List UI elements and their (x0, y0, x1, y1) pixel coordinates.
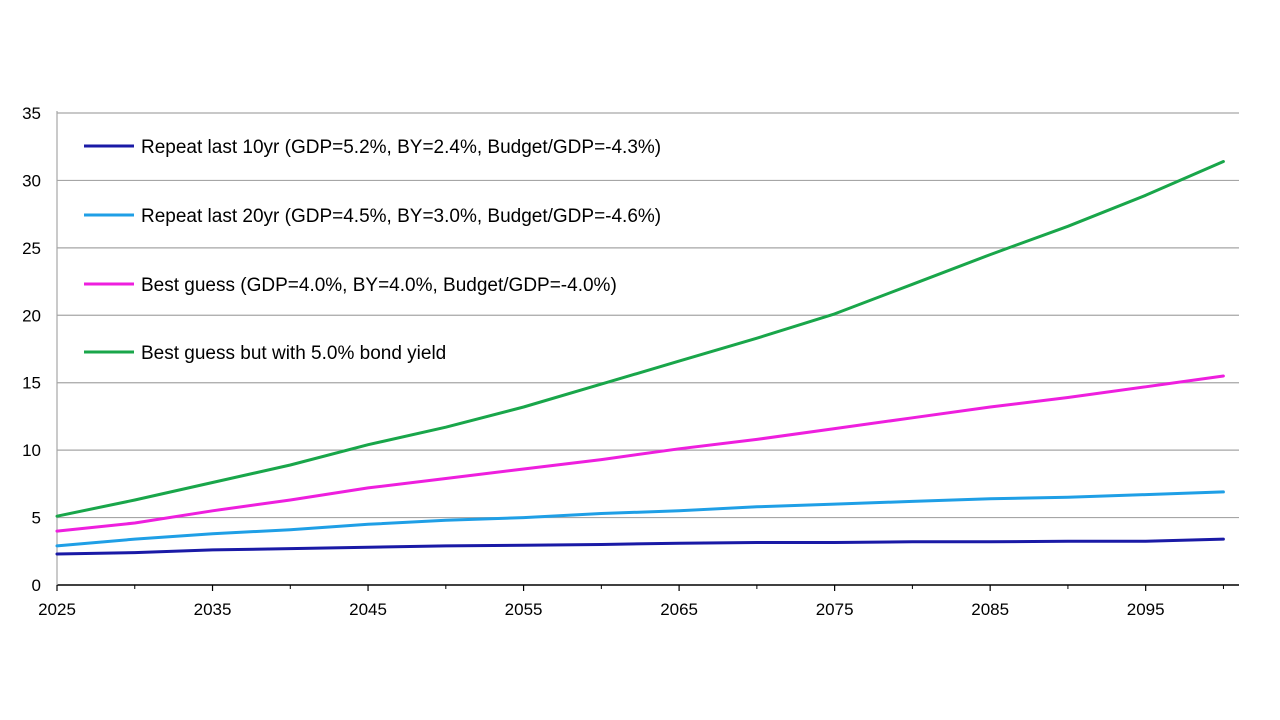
x-tick-label: 2055 (505, 600, 543, 619)
x-tick-label: 2065 (660, 600, 698, 619)
y-tick-label: 30 (22, 171, 41, 190)
legend-label-4: Best guess but with 5.0% bond yield (141, 343, 446, 364)
series-group (55, 160, 1225, 556)
x-tick-label: 2075 (816, 600, 854, 619)
y-tick-label: 10 (22, 441, 41, 460)
series-line-4 (55, 160, 1225, 518)
series-line-3 (55, 374, 1225, 533)
y-tick-label: 5 (32, 509, 41, 528)
gridlines (57, 112, 1239, 519)
series-line-2 (55, 490, 1225, 548)
x-tick-label: 2035 (194, 600, 232, 619)
legend: Repeat last 10yr (GDP=5.2%, BY=2.4%, Bud… (84, 137, 661, 364)
x-tick-label: 2085 (971, 600, 1009, 619)
y-tick-label: 35 (22, 104, 41, 123)
legend-label-1: Repeat last 10yr (GDP=5.2%, BY=2.4%, Bud… (141, 137, 661, 158)
y-tick-label: 15 (22, 374, 41, 393)
y-tick-label: 20 (22, 306, 41, 325)
x-tick-label: 2045 (349, 600, 387, 619)
x-tick-label: 2025 (38, 600, 76, 619)
x-tick-label: 2095 (1127, 600, 1165, 619)
y-tick-label: 0 (32, 576, 41, 595)
legend-label-3: Best guess (GDP=4.0%, BY=4.0%, Budget/GD… (141, 275, 617, 296)
legend-label-2: Repeat last 20yr (GDP=4.5%, BY=3.0%, Bud… (141, 206, 661, 227)
series-line-1 (55, 537, 1225, 556)
y-tick-label: 25 (22, 239, 41, 258)
